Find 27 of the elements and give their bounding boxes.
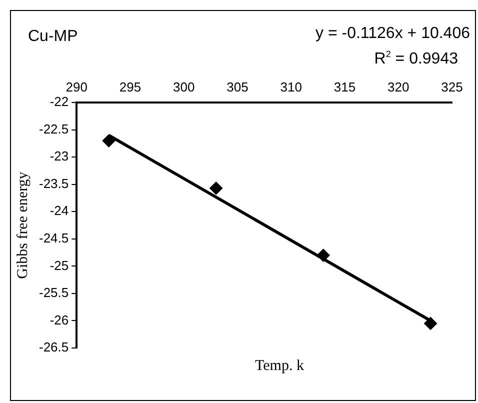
y-tick-label: -26 — [50, 312, 69, 328]
x-tick-label: 320 — [388, 79, 410, 94]
point — [102, 134, 116, 148]
y-tick-label: -25 — [50, 258, 69, 273]
y-tick-label: -22 — [50, 94, 69, 110]
x-tick-label: 295 — [119, 79, 142, 94]
y-tick-label: -23 — [50, 148, 69, 164]
y-tick-label: -23.5 — [38, 176, 69, 191]
point — [210, 182, 223, 195]
y-tick-label: -24.5 — [38, 230, 69, 246]
x-axis-title: Temp. k — [254, 358, 305, 375]
x-tick-label: 290 — [66, 79, 88, 94]
x-tick-label: 300 — [173, 79, 195, 94]
y-tick-label: -24 — [50, 203, 69, 218]
x-tick-label: 325 — [441, 79, 463, 94]
y-axis-title: Gibbs free energy — [14, 171, 31, 279]
text: y = -0.1126x + 10.406 — [316, 24, 470, 44]
y-tick-label: -22.5 — [38, 121, 69, 136]
y-tick-label: -25.5 — [38, 285, 69, 300]
x-tick-label: 305 — [226, 79, 248, 94]
text: R$^{2}$ = 0.9943 — [373, 48, 458, 70]
x-tick-label: 310 — [280, 79, 302, 94]
y-tick-label: -26.5 — [38, 340, 69, 355]
chart-title: Cu-MP — [28, 28, 78, 46]
x-tick-label: 315 — [334, 79, 356, 94]
point — [316, 248, 330, 262]
point — [424, 316, 438, 330]
